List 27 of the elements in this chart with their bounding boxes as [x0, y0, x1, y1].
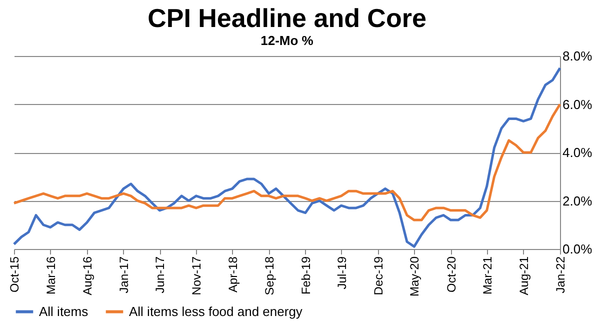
x-tick-label: May-20 — [408, 256, 422, 297]
x-tick-label: Jan-22 — [554, 256, 568, 294]
chart-title: CPI Headline and Core — [148, 3, 426, 33]
x-tick-label: Oct-15 — [8, 256, 22, 293]
y-tick-label: 4.0% — [562, 145, 593, 160]
x-tick-label: Feb-19 — [298, 256, 313, 295]
y-tick-label: 2.0% — [562, 193, 593, 208]
x-tick-label: Apr-18 — [226, 256, 240, 293]
x-tick-label: Oct-20 — [444, 256, 458, 293]
x-tick-label: Aug-16 — [80, 256, 94, 296]
x-tick-label: Nov-17 — [190, 256, 204, 296]
y-tick-label: 6.0% — [562, 96, 593, 112]
x-tick-label: Dec-19 — [371, 256, 386, 296]
legend-label: All items — [39, 304, 89, 319]
line-series — [12, 66, 562, 248]
x-tick-label: Mar-16 — [44, 256, 58, 295]
legend-label: All items less food and energy — [129, 304, 303, 319]
x-tick-label: Jul-19 — [334, 256, 349, 290]
x-tick-label: Sep-18 — [262, 256, 276, 296]
chart-subtitle: 12-Mo % — [260, 33, 314, 48]
y-tick-label: 8.0% — [562, 48, 593, 64]
x-tick-label: Mar-21 — [480, 256, 494, 295]
x-tick-label: Jan-17 — [116, 256, 131, 294]
y-tick-label: 0.0% — [562, 242, 593, 256]
x-tick-label: Aug-21 — [516, 256, 531, 296]
line-series — [12, 103, 562, 222]
x-tick-label: Jun-17 — [153, 256, 168, 294]
